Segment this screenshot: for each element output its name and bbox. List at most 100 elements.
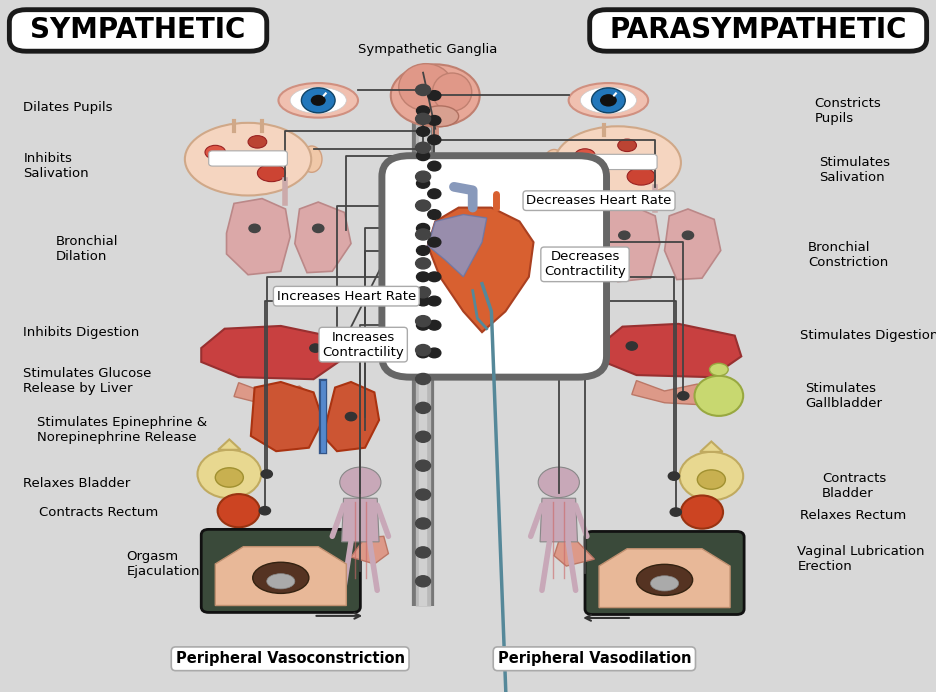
Polygon shape	[428, 215, 487, 277]
Text: Decreases Heart Rate: Decreases Heart Rate	[526, 194, 672, 207]
Circle shape	[416, 489, 431, 500]
Circle shape	[416, 113, 431, 125]
Ellipse shape	[197, 450, 261, 498]
Circle shape	[311, 95, 326, 106]
Circle shape	[416, 518, 431, 529]
Ellipse shape	[290, 87, 346, 113]
Polygon shape	[201, 326, 344, 379]
Ellipse shape	[421, 106, 459, 127]
Polygon shape	[596, 206, 660, 282]
Text: PARASYMPATHETIC: PARASYMPATHETIC	[609, 17, 907, 44]
Ellipse shape	[391, 64, 480, 127]
Circle shape	[416, 286, 431, 298]
Text: Decreases
Contractility: Decreases Contractility	[544, 251, 626, 278]
Text: Increases
Contractility: Increases Contractility	[322, 331, 404, 358]
Circle shape	[313, 224, 324, 233]
Ellipse shape	[636, 565, 693, 595]
Ellipse shape	[218, 494, 260, 527]
Ellipse shape	[432, 73, 472, 111]
Text: Contracts
Bladder: Contracts Bladder	[822, 472, 886, 500]
Text: Contracts Rectum: Contracts Rectum	[39, 506, 158, 518]
Circle shape	[678, 392, 689, 400]
Ellipse shape	[301, 146, 322, 172]
Circle shape	[416, 316, 431, 327]
Text: Stimulates
Salivation: Stimulates Salivation	[819, 156, 890, 183]
Polygon shape	[227, 199, 290, 275]
Circle shape	[261, 470, 272, 478]
Ellipse shape	[575, 149, 595, 163]
Circle shape	[416, 345, 431, 356]
FancyBboxPatch shape	[9, 10, 267, 51]
Polygon shape	[540, 498, 578, 542]
Ellipse shape	[267, 574, 295, 589]
Circle shape	[417, 179, 430, 188]
Circle shape	[428, 91, 441, 100]
Circle shape	[416, 229, 431, 240]
Polygon shape	[700, 441, 723, 452]
Ellipse shape	[248, 136, 267, 148]
Circle shape	[428, 189, 441, 199]
Polygon shape	[351, 536, 388, 564]
Ellipse shape	[627, 167, 655, 185]
Circle shape	[428, 116, 441, 125]
Circle shape	[428, 348, 441, 358]
Circle shape	[416, 460, 431, 471]
Circle shape	[428, 210, 441, 219]
Circle shape	[670, 508, 681, 516]
Circle shape	[416, 258, 431, 269]
Ellipse shape	[580, 87, 636, 113]
Circle shape	[417, 296, 430, 306]
Text: Orgasm
Ejaculation: Orgasm Ejaculation	[126, 550, 200, 578]
Polygon shape	[599, 324, 741, 377]
Circle shape	[345, 412, 357, 421]
Text: SYMPATHETIC: SYMPATHETIC	[30, 17, 246, 44]
Polygon shape	[554, 538, 594, 566]
Ellipse shape	[185, 122, 312, 195]
Ellipse shape	[569, 83, 648, 118]
FancyBboxPatch shape	[209, 151, 287, 166]
Circle shape	[417, 85, 430, 95]
FancyBboxPatch shape	[578, 154, 657, 170]
Text: Vaginal Lubrication
Erection: Vaginal Lubrication Erection	[797, 545, 925, 573]
Text: Stimulates
Gallbladder: Stimulates Gallbladder	[805, 382, 882, 410]
Text: Peripheral Vasoconstriction: Peripheral Vasoconstriction	[176, 651, 404, 666]
Circle shape	[417, 151, 430, 161]
Circle shape	[416, 576, 431, 587]
Circle shape	[417, 246, 430, 255]
Circle shape	[682, 231, 694, 239]
Ellipse shape	[681, 495, 723, 529]
Circle shape	[428, 237, 441, 247]
Ellipse shape	[205, 145, 226, 159]
Circle shape	[417, 106, 430, 116]
Ellipse shape	[279, 83, 358, 118]
Circle shape	[668, 472, 680, 480]
Circle shape	[259, 507, 271, 515]
Text: Sympathetic Ganglia: Sympathetic Ganglia	[358, 44, 497, 56]
Text: Bronchial
Constriction: Bronchial Constriction	[808, 241, 888, 268]
Circle shape	[428, 272, 441, 282]
Circle shape	[417, 201, 430, 210]
Ellipse shape	[399, 64, 453, 111]
Circle shape	[416, 143, 431, 154]
Circle shape	[600, 94, 617, 107]
Circle shape	[416, 171, 431, 182]
Text: Stimulates Epinephrine &
Norepinephrine Release: Stimulates Epinephrine & Norepinephrine …	[37, 417, 208, 444]
Circle shape	[538, 467, 579, 498]
Ellipse shape	[257, 165, 285, 181]
Polygon shape	[215, 547, 346, 606]
Circle shape	[428, 320, 441, 330]
Text: Bronchial
Dilation: Bronchial Dilation	[56, 235, 119, 263]
Text: Relaxes Rectum: Relaxes Rectum	[800, 509, 907, 522]
Circle shape	[416, 431, 431, 442]
Text: Inhibits
Salivation: Inhibits Salivation	[23, 152, 89, 180]
Ellipse shape	[680, 452, 743, 500]
Polygon shape	[323, 382, 379, 451]
FancyBboxPatch shape	[590, 10, 927, 51]
Circle shape	[592, 88, 625, 113]
Text: Inhibits Digestion: Inhibits Digestion	[23, 326, 139, 338]
Circle shape	[340, 467, 381, 498]
Text: Dilates Pupils: Dilates Pupils	[23, 101, 113, 113]
Circle shape	[417, 224, 430, 233]
Text: Peripheral Vasodilation: Peripheral Vasodilation	[498, 651, 691, 666]
Circle shape	[417, 127, 430, 136]
